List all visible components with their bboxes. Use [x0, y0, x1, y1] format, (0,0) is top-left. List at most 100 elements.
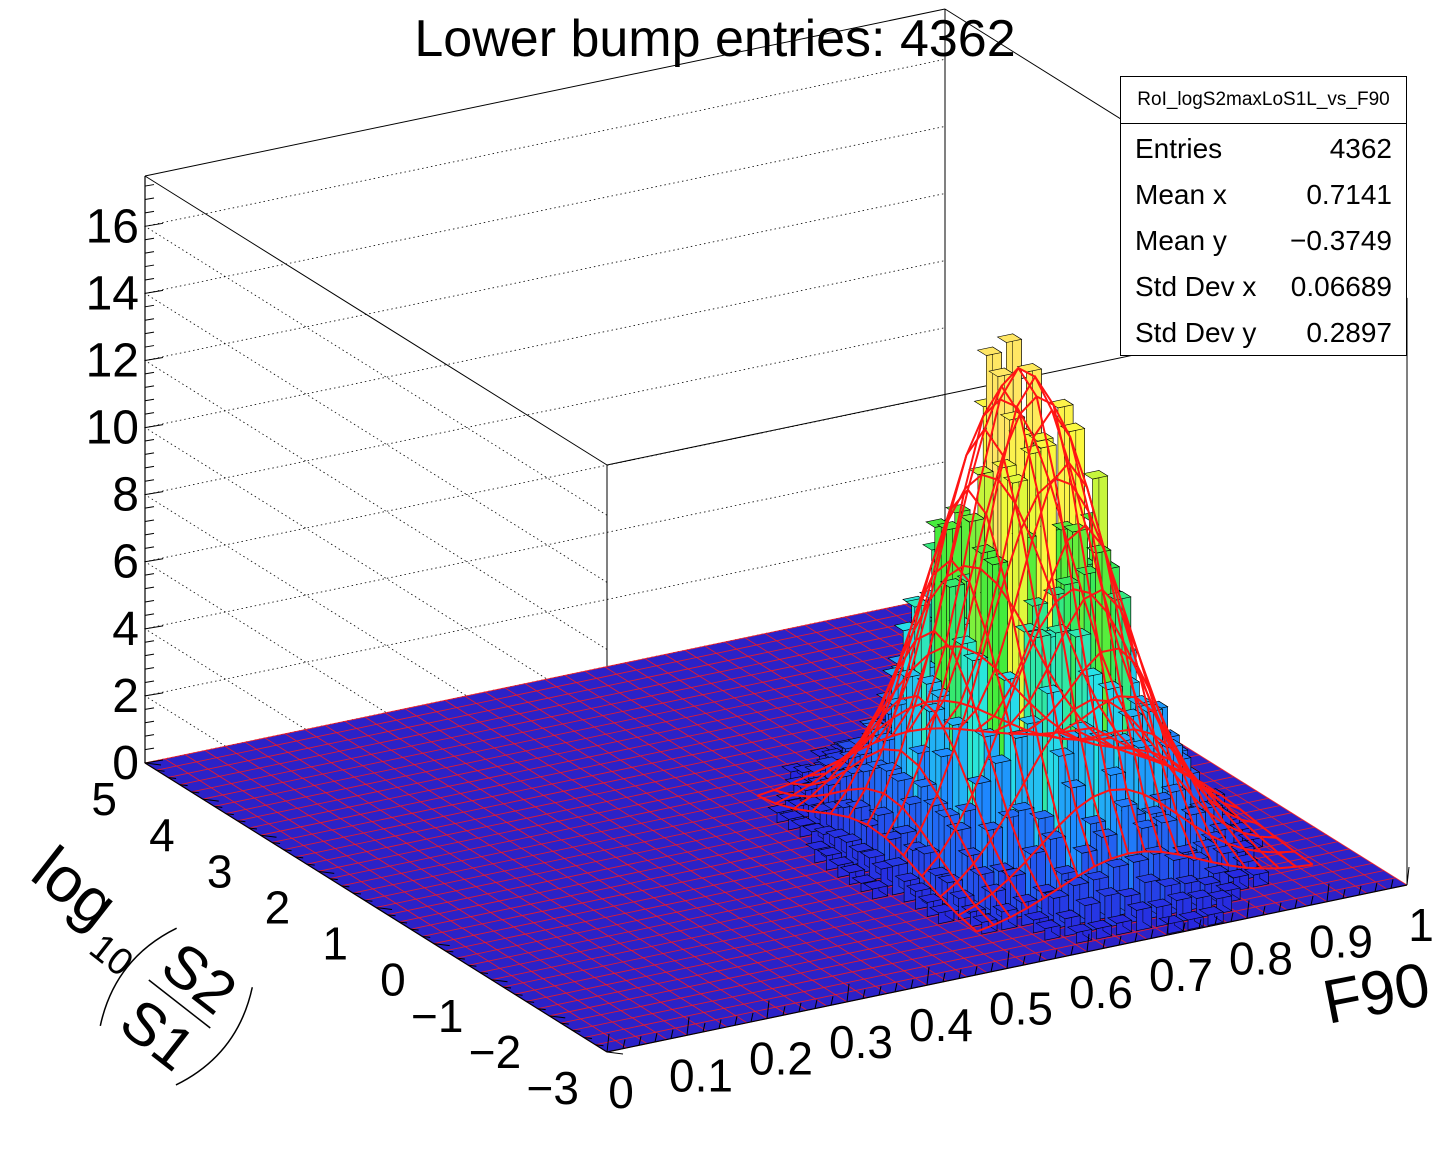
z-tick-mark: [144, 747, 155, 751]
x-tick-mark: [830, 996, 834, 1006]
x-tick-label: 0.4: [909, 999, 973, 1051]
bar-top-face: [1074, 565, 1101, 575]
y-tick-mark: [202, 798, 219, 802]
x-tick-mark: [1358, 885, 1362, 896]
bar-top-face: [836, 833, 863, 843]
z-tick-label: 10: [86, 402, 139, 455]
x-tick-mark: [958, 969, 962, 979]
z-tick-mark: [144, 558, 164, 563]
y-tick-mark: [260, 834, 277, 838]
z-tick-mark: [144, 304, 155, 308]
y-tick-mark: [445, 950, 454, 953]
fit-curve: [775, 699, 1112, 805]
y-label-log: log: [19, 832, 131, 941]
z-tick-mark: [144, 251, 155, 254]
z-tick-mark: [144, 613, 155, 616]
z-tick-mark: [144, 586, 155, 590]
y-tick-mark: [491, 979, 508, 983]
z-tick-mark: [144, 640, 155, 643]
x-tick-label: 1: [1408, 899, 1434, 951]
z-tick-label: 14: [86, 267, 139, 320]
z-tick-label: 4: [112, 603, 139, 656]
x-tick-mark: [926, 967, 930, 986]
bar-top-face: [779, 810, 805, 820]
stats-row-stddev-x: Std Dev x 0.06689: [1135, 267, 1392, 307]
x-tick-mark: [1134, 932, 1138, 942]
z-tick-mark: [144, 197, 155, 200]
bar-top-face: [1126, 901, 1153, 911]
z-tick-mark: [144, 667, 155, 670]
y-tick-mark: [295, 856, 304, 859]
x-tick-mark: [1198, 919, 1202, 929]
stats-label: Std Dev x: [1135, 271, 1257, 302]
histogram-bar: [1223, 868, 1250, 892]
z-tick-label: 0: [112, 737, 139, 790]
bar-top-face: [816, 846, 843, 857]
bar-top-face: [891, 824, 917, 835]
bar-top-face: [917, 893, 944, 903]
z-tick-label: 16: [86, 200, 139, 253]
bar-top-face: [1146, 898, 1173, 908]
y-tick-mark: [479, 972, 489, 975]
back-gridline: [143, 58, 946, 516]
bar-top-face: [1103, 858, 1130, 868]
x-tick-mark: [1150, 929, 1154, 939]
y-tick-mark: [318, 870, 335, 874]
z-tick-mark: [144, 692, 164, 697]
x-tick-mark: [1006, 950, 1010, 969]
bar-top-face: [804, 763, 830, 773]
bar-top-face: [906, 882, 932, 892]
x-tick-label: 0.6: [1069, 966, 1133, 1018]
x-tick-mark: [1070, 946, 1074, 956]
floor-gridline: [595, 877, 1396, 1046]
z-tick-mark: [144, 734, 155, 737]
x-tick-mark: [638, 1036, 642, 1046]
z-tick-mark: [144, 479, 155, 482]
z-tick-mark: [144, 412, 155, 415]
x-tick-mark: [1406, 866, 1410, 886]
frame-edge: [144, 8, 946, 177]
y-tick-mark: [606, 1051, 624, 1055]
y-tick-mark: [422, 935, 431, 938]
y-tick-mark: [526, 1000, 535, 1003]
bar-top-face: [1029, 810, 1055, 820]
z-tick-mark: [144, 519, 155, 522]
x-tick-label: 0.5: [989, 983, 1053, 1035]
bar-top-face: [1082, 470, 1109, 480]
bar-top-face: [989, 862, 1015, 872]
z-tick-mark: [144, 452, 155, 455]
x-tick-label: 0.8: [1229, 932, 1293, 984]
fit-curve: [902, 477, 1241, 857]
y-tick-mark: [560, 1022, 569, 1025]
y-tick-mark: [410, 928, 419, 931]
y-tick-mark: [156, 769, 165, 772]
y-tick-mark: [583, 1037, 592, 1040]
z-tick-label: 8: [112, 469, 139, 522]
y-tick-label: 3: [207, 845, 233, 897]
bar-top-face: [992, 902, 1018, 913]
bar-top-face: [1055, 909, 1081, 920]
fit-curve: [976, 850, 1313, 933]
z-tick-mark: [144, 385, 155, 388]
bar-top-face: [1186, 889, 1213, 899]
z-tick-label: 6: [112, 536, 139, 589]
histogram-bar: [1198, 905, 1224, 926]
z-tick-mark: [144, 318, 155, 321]
x-tick-mark: [878, 986, 882, 996]
x-tick-mark: [782, 1006, 786, 1016]
y-tick-mark: [237, 820, 246, 823]
bar-top-face: [1052, 865, 1078, 875]
x-tick-mark: [750, 1012, 754, 1023]
y-tick-mark: [549, 1015, 566, 1019]
x-tick-mark: [1118, 936, 1122, 946]
y-tick-mark: [306, 863, 315, 866]
z-tick-mark: [144, 506, 155, 509]
z-tick-mark: [144, 546, 155, 549]
y-label-right-paren: [175, 987, 254, 1086]
x-tick-mark: [766, 1000, 770, 1019]
bar-top-face: [1060, 779, 1087, 789]
z-tick-mark: [144, 707, 155, 710]
bar-top-face: [1203, 864, 1230, 875]
fit-surface: [757, 366, 1314, 933]
